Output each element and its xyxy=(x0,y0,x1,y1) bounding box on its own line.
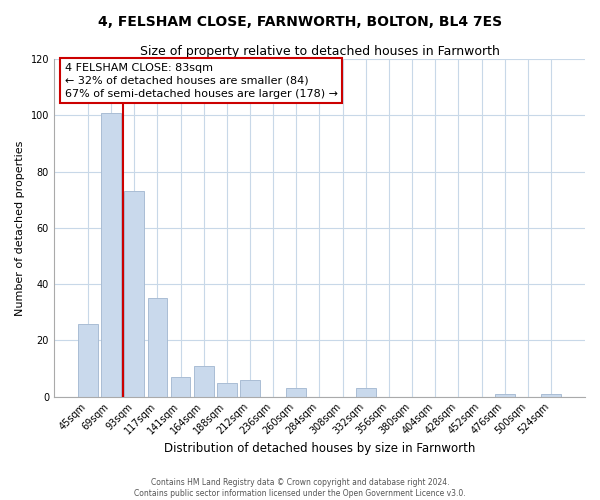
Bar xyxy=(286,388,306,396)
Bar xyxy=(217,382,236,396)
Text: 4, FELSHAM CLOSE, FARNWORTH, BOLTON, BL4 7ES: 4, FELSHAM CLOSE, FARNWORTH, BOLTON, BL4… xyxy=(98,15,502,29)
Bar xyxy=(356,388,376,396)
Bar xyxy=(240,380,260,396)
Text: 4 FELSHAM CLOSE: 83sqm
← 32% of detached houses are smaller (84)
67% of semi-det: 4 FELSHAM CLOSE: 83sqm ← 32% of detached… xyxy=(65,62,338,99)
Text: Contains HM Land Registry data © Crown copyright and database right 2024.
Contai: Contains HM Land Registry data © Crown c… xyxy=(134,478,466,498)
Bar xyxy=(541,394,561,396)
Bar xyxy=(194,366,214,396)
Title: Size of property relative to detached houses in Farnworth: Size of property relative to detached ho… xyxy=(140,45,499,58)
Bar xyxy=(101,112,121,397)
Bar xyxy=(170,377,190,396)
Bar xyxy=(148,298,167,396)
Bar xyxy=(124,192,144,396)
X-axis label: Distribution of detached houses by size in Farnworth: Distribution of detached houses by size … xyxy=(164,442,475,455)
Bar xyxy=(78,324,98,396)
Bar xyxy=(495,394,515,396)
Y-axis label: Number of detached properties: Number of detached properties xyxy=(15,140,25,316)
